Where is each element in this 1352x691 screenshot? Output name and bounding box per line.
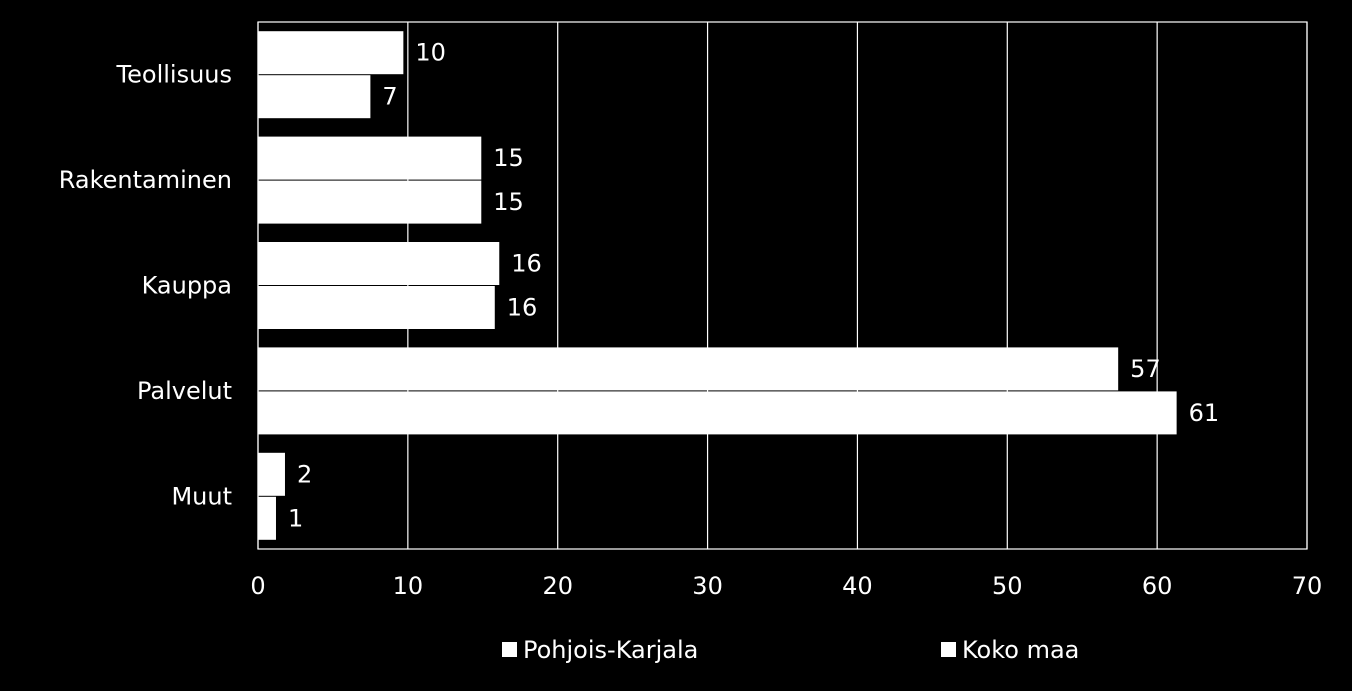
bars <box>258 31 1177 540</box>
data-label: 15 <box>493 188 524 216</box>
legend: Pohjois-Karjala Koko maa <box>502 636 1079 664</box>
x-tick-label: 0 <box>250 572 265 600</box>
data-label: 10 <box>415 39 446 67</box>
category-labels: Teollisuus Rakentaminen Kauppa Palvelut Muut <box>59 61 232 511</box>
x-tick-label: 10 <box>393 572 424 600</box>
gridlines <box>257 22 1308 549</box>
bar-pohjois-karjala <box>258 136 482 180</box>
category-label: Palvelut <box>137 377 232 405</box>
x-tick-label: 30 <box>692 572 723 600</box>
bar-pohjois-karjala <box>258 31 404 75</box>
data-label: 61 <box>1189 399 1220 427</box>
legend-swatch <box>941 642 956 657</box>
legend-swatch <box>502 642 517 657</box>
legend-label: Koko maa <box>962 636 1079 664</box>
legend-label: Pohjois-Karjala <box>523 636 698 664</box>
bar-pohjois-karjala <box>258 242 500 285</box>
data-label: 16 <box>511 250 542 278</box>
x-tick-labels: 0 10 20 30 40 50 60 70 <box>250 572 1322 600</box>
bar-koko-maa <box>258 286 495 329</box>
category-label: Teollisuus <box>116 61 232 89</box>
bar-koko-maa <box>258 75 371 119</box>
bar-koko-maa <box>258 180 482 224</box>
x-tick-label: 60 <box>1142 572 1173 600</box>
bar-koko-maa <box>258 391 1177 435</box>
x-tick-label: 70 <box>1292 572 1323 600</box>
data-label: 1 <box>288 504 303 532</box>
data-label: 16 <box>507 294 538 322</box>
data-label: 2 <box>297 460 312 488</box>
bar-pohjois-karjala <box>258 452 285 496</box>
x-tick-label: 20 <box>542 572 573 600</box>
bar-koko-maa <box>258 496 276 540</box>
data-label: 15 <box>493 144 524 172</box>
data-label: 57 <box>1130 355 1161 383</box>
x-tick-label: 50 <box>992 572 1023 600</box>
plot-area-frame <box>257 21 1308 550</box>
x-tick-label: 40 <box>842 572 873 600</box>
data-label: 7 <box>382 83 397 111</box>
bar-pohjois-karjala <box>258 347 1119 391</box>
category-label: Rakentaminen <box>59 166 232 194</box>
category-label: Muut <box>171 482 232 510</box>
data-labels: 10 7 15 15 16 16 57 61 2 1 <box>288 39 1219 533</box>
category-label: Kauppa <box>142 272 232 300</box>
